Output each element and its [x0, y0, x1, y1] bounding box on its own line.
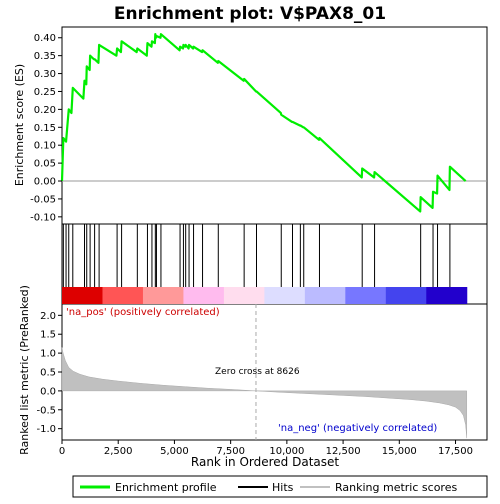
metric-y-tick-label: -1.0 — [36, 424, 56, 435]
metric-y-tick-label: 2.0 — [40, 311, 56, 322]
positive-correlation-label: 'na_pos' (positively correlated) — [66, 307, 220, 318]
x-tick-label: 17,500 — [438, 446, 473, 457]
x-tick-label: 15,000 — [382, 446, 417, 457]
heat-band-segment — [264, 287, 306, 304]
heat-band-segment — [426, 287, 468, 304]
heat-band-segment — [385, 287, 427, 304]
ranking-heat-band — [62, 287, 468, 304]
legend: Enrichment profile Hits Ranking metric s… — [72, 475, 488, 498]
zero-cross-label: Zero cross at 8626 — [215, 367, 300, 377]
es-y-tick-label: 0.20 — [34, 105, 56, 116]
heat-band-segment — [223, 287, 265, 304]
es-y-axis: -0.10 -0.05 0.00 0.05 0.10 0.15 0.20 0.25 0.30 0.… — [30, 33, 62, 223]
chart-title: Enrichment plot: V$PAX8_01 — [114, 4, 386, 24]
ranking-metric-area — [61, 347, 468, 439]
es-axis-label: Enrichment score (ES) — [13, 64, 26, 186]
legend-es-label: Enrichment profile — [115, 481, 217, 494]
x-axis-label: Rank in Ordered Dataset — [191, 455, 339, 469]
es-y-tick-label: 0.35 — [34, 51, 56, 62]
heat-band-segment — [345, 287, 387, 304]
x-tick-label: 0 — [59, 446, 65, 457]
x-tick-label: 2,500 — [104, 446, 133, 457]
metric-area-group — [61, 304, 468, 440]
x-tick-label: 12,500 — [326, 446, 361, 457]
es-curve-group — [60, 33, 487, 213]
legend-metric-label: Ranking metric scores — [335, 481, 457, 494]
metric-axis-label: Ranked list metric (PreRanked) — [18, 285, 31, 455]
x-tick-label: 5,000 — [160, 446, 189, 457]
es-y-tick-label: 0.15 — [34, 123, 56, 134]
metric-y-tick-label: 1.0 — [40, 349, 56, 360]
x-tick-label: 7,500 — [216, 446, 245, 457]
es-panel-frame — [61, 26, 488, 225]
legend-box — [72, 475, 488, 498]
es-y-tick-label: 0.05 — [34, 159, 56, 170]
heat-band-segment — [102, 287, 144, 304]
x-tick-label: 10,000 — [269, 446, 304, 457]
enrichment-profile-line — [60, 33, 467, 213]
metric-y-tick-label: 0.5 — [40, 368, 56, 379]
es-y-tick-label: 0.30 — [34, 69, 56, 80]
es-y-tick-label: -0.10 — [30, 212, 56, 223]
es-y-tick-label: 0.00 — [34, 177, 56, 188]
x-axis: 0 2,500 5,000 7,500 10,000 12,500 15,000 17,500 — [59, 440, 473, 457]
hit-lines — [62, 224, 451, 287]
metric-y-tick-label: 1.5 — [40, 330, 56, 341]
negative-correlation-label: 'na_neg' (negatively correlated) — [278, 423, 437, 434]
legend-hits-label: Hits — [272, 481, 294, 494]
heat-band-segment — [142, 287, 184, 304]
metric-y-tick-label: -0.5 — [36, 405, 56, 416]
metric-y-axis: -1.0 -0.5 0.0 0.5 1.0 1.5 2.0 — [36, 311, 62, 435]
es-y-tick-label: 0.25 — [34, 87, 56, 98]
es-y-tick-label: 0.40 — [34, 33, 56, 44]
es-y-tick-label: -0.05 — [30, 194, 56, 205]
es-y-tick-label: 0.10 — [34, 141, 56, 152]
metric-y-tick-label: 0.0 — [40, 386, 56, 397]
heat-band-segment — [183, 287, 225, 304]
heat-band-segment — [62, 287, 103, 304]
heat-band-segment — [304, 287, 346, 304]
